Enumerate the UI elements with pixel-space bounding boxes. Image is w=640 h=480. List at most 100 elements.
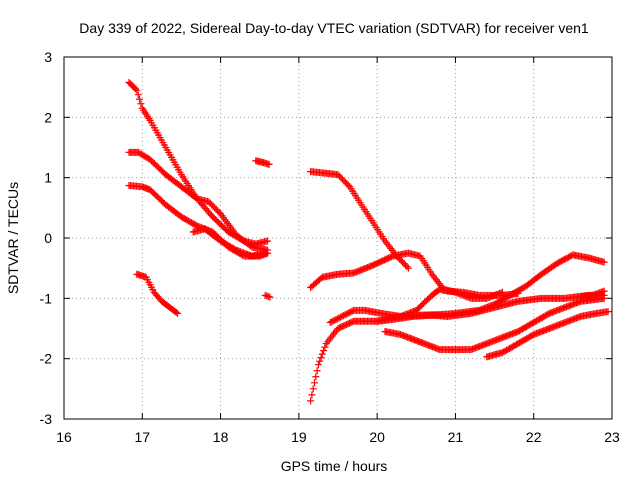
data-point	[212, 205, 220, 213]
data-point	[340, 177, 348, 185]
x-tick-label: 22	[526, 429, 542, 445]
y-tick-label: -3	[40, 411, 53, 427]
y-tick-label: 1	[44, 170, 52, 186]
data-point	[342, 310, 350, 318]
data-point	[399, 258, 407, 266]
data-point	[404, 264, 412, 272]
data-point	[337, 174, 345, 182]
data-point	[214, 207, 222, 215]
data-point	[318, 350, 326, 358]
data-point	[264, 249, 272, 257]
x-tick-label: 23	[604, 429, 620, 445]
data-point	[132, 85, 140, 93]
series-track-f	[252, 157, 273, 168]
data-point	[600, 287, 608, 295]
y-tick-label: 0	[44, 230, 52, 246]
y-tick-label: 2	[44, 109, 52, 125]
chart-title: Day 339 of 2022, Sidereal Day-to-day VTE…	[79, 20, 589, 36]
data-point	[335, 172, 343, 180]
data-point	[345, 309, 353, 317]
data-point	[316, 357, 324, 365]
y-tick-label: -2	[40, 351, 53, 367]
x-tick-label: 21	[448, 429, 464, 445]
data-point	[134, 91, 142, 99]
data-point	[137, 100, 145, 108]
data-point	[400, 260, 408, 268]
y-tick-label: 3	[44, 49, 52, 65]
data-point	[402, 261, 410, 269]
series-track-h	[307, 168, 412, 272]
data-point	[209, 202, 217, 210]
data-point	[208, 201, 216, 209]
data-point	[403, 263, 411, 271]
data-point	[261, 291, 269, 299]
data-point	[309, 385, 317, 393]
data-point	[312, 373, 320, 381]
data-point	[321, 343, 329, 351]
data-point	[266, 293, 274, 301]
data-point	[307, 397, 315, 405]
data-point	[338, 175, 346, 183]
series-track-m	[373, 251, 608, 325]
x-tick-label: 18	[213, 429, 229, 445]
data-point	[339, 312, 347, 320]
data-point	[326, 318, 334, 326]
data-point	[341, 311, 349, 319]
series-track-d	[189, 225, 272, 260]
series-track-n	[483, 308, 612, 361]
x-tick-label: 20	[369, 429, 385, 445]
data-point	[308, 391, 316, 399]
data-point	[317, 354, 325, 362]
data-point	[344, 181, 352, 189]
series-track-g	[261, 291, 274, 301]
data-point	[263, 292, 271, 300]
series-track-a	[125, 78, 272, 248]
data-point	[334, 315, 342, 323]
data-point	[329, 317, 337, 325]
data-point	[604, 308, 612, 316]
data-point	[211, 204, 219, 212]
data-point	[172, 308, 180, 316]
data-point	[347, 308, 355, 316]
data-point	[264, 293, 272, 301]
data-point	[600, 294, 608, 302]
data-point	[344, 309, 352, 317]
data-point	[328, 318, 336, 326]
data-point	[174, 309, 182, 317]
plot-frame	[63, 56, 613, 420]
x-tick-label: 16	[56, 429, 72, 445]
x-axis-label: GPS time / hours	[281, 458, 388, 474]
data-point	[348, 307, 356, 315]
data-point	[332, 315, 340, 323]
data-point	[600, 258, 608, 266]
series-track-l	[381, 294, 608, 354]
data-point	[136, 95, 144, 103]
data-point	[343, 180, 351, 188]
data-point	[397, 257, 405, 265]
data-point	[335, 314, 343, 322]
y-tick-label: -1	[40, 290, 53, 306]
data-point	[311, 379, 319, 387]
data-point	[133, 86, 141, 94]
series-track-b	[125, 148, 272, 254]
series-track-o	[577, 287, 608, 301]
data-marks	[125, 78, 612, 405]
data-point	[313, 367, 321, 375]
data-point	[320, 347, 328, 355]
series-track-e	[133, 270, 182, 317]
data-point	[334, 171, 342, 179]
y-axis-label: SDTVAR / TECUs	[5, 182, 21, 294]
x-tick-label: 17	[134, 429, 150, 445]
data-point	[331, 316, 339, 324]
data-point	[341, 178, 349, 186]
data-point	[206, 199, 214, 207]
data-point	[265, 160, 273, 168]
data-point	[314, 361, 322, 369]
data-point	[338, 312, 346, 320]
data-point	[336, 313, 344, 321]
data-point	[205, 198, 213, 206]
x-tick-label: 19	[291, 429, 307, 445]
data-point	[264, 237, 272, 245]
